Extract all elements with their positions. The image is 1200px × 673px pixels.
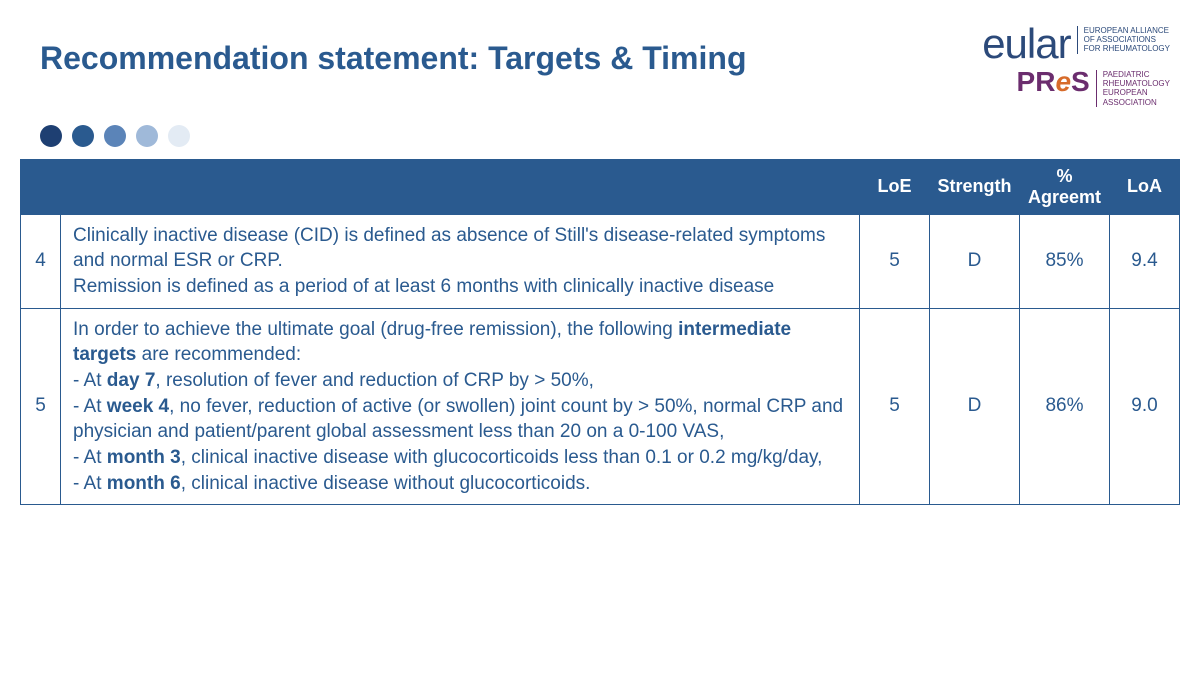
recommendation-table: LoE Strength % Agreemt LoA 4Clinically i…	[20, 159, 1180, 505]
decor-dot	[136, 125, 158, 147]
decor-dot	[40, 125, 62, 147]
table-header: LoE Strength % Agreemt LoA	[21, 159, 1180, 214]
col-loe: LoE	[860, 159, 930, 214]
decor-dot	[168, 125, 190, 147]
header: Recommendation statement: Targets & Timi…	[20, 20, 1180, 107]
col-loa: LoA	[1110, 159, 1180, 214]
cell-loa: 9.4	[1110, 214, 1180, 308]
pres-logo: PReS PAEDIATRIC RHEUMATOLOGY EUROPEAN AS…	[1017, 66, 1170, 107]
pres-tagline: PAEDIATRIC RHEUMATOLOGY EUROPEAN ASSOCIA…	[1096, 70, 1170, 107]
eular-tagline: EUROPEAN ALLIANCE OF ASSOCIATIONS FOR RH…	[1077, 26, 1170, 54]
cell-strength: D	[930, 308, 1020, 504]
slide: Recommendation statement: Targets & Timi…	[0, 0, 1200, 505]
decor-dot	[72, 125, 94, 147]
cell-loa: 9.0	[1110, 308, 1180, 504]
pres-wordmark: PReS	[1017, 66, 1090, 98]
cell-description: In order to achieve the ultimate goal (d…	[61, 308, 860, 504]
logo-block: eular EUROPEAN ALLIANCE OF ASSOCIATIONS …	[982, 20, 1180, 107]
eular-wordmark: eular	[982, 20, 1070, 68]
cell-strength: D	[930, 214, 1020, 308]
decor-dot	[104, 125, 126, 147]
page-title: Recommendation statement: Targets & Timi…	[40, 40, 746, 77]
col-strength: Strength	[930, 159, 1020, 214]
col-blank-2	[61, 159, 860, 214]
table-body: 4Clinically inactive disease (CID) is de…	[21, 214, 1180, 504]
cell-description: Clinically inactive disease (CID) is def…	[61, 214, 860, 308]
cell-agreemt: 85%	[1020, 214, 1110, 308]
cell-index: 5	[21, 308, 61, 504]
eular-logo: eular EUROPEAN ALLIANCE OF ASSOCIATIONS …	[982, 20, 1170, 68]
col-blank-1	[21, 159, 61, 214]
col-agreemt: % Agreemt	[1020, 159, 1110, 214]
cell-agreemt: 86%	[1020, 308, 1110, 504]
table-row: 5In order to achieve the ultimate goal (…	[21, 308, 1180, 504]
table-row: 4Clinically inactive disease (CID) is de…	[21, 214, 1180, 308]
cell-loe: 5	[860, 308, 930, 504]
cell-loe: 5	[860, 214, 930, 308]
decor-dots	[40, 125, 1180, 147]
cell-index: 4	[21, 214, 61, 308]
